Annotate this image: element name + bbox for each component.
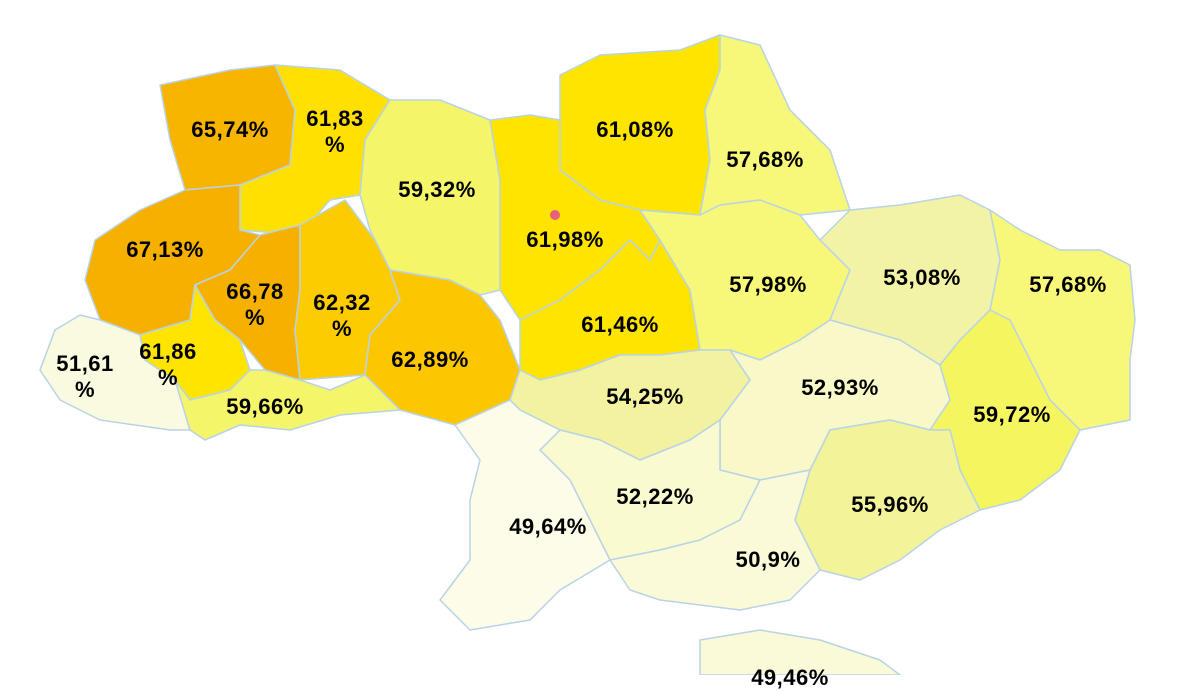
region-label: 61,46%: [581, 312, 659, 337]
region-label: 59,72%: [973, 402, 1051, 427]
regions: [39, 34, 1136, 675]
region-label: 67,13%: [126, 237, 204, 262]
region-label: 61,83 %: [306, 106, 364, 157]
region-label: 49,64%: [509, 514, 587, 539]
region-label: 57,98%: [729, 272, 807, 297]
region-label: 53,08%: [883, 265, 961, 290]
region-label: 52,22%: [616, 484, 694, 509]
region-label: 50,9%: [735, 547, 801, 572]
region: [439, 399, 611, 631]
region: [699, 629, 901, 675]
region-label: 61,86 %: [139, 339, 197, 390]
region-label: 65,74%: [191, 117, 269, 142]
region-label: 62,89%: [391, 347, 469, 372]
region-label: 59,32%: [398, 177, 476, 202]
region-label: 57,68%: [1029, 272, 1107, 297]
region-label: 61,98%: [526, 227, 604, 252]
capital-dot: [550, 210, 560, 220]
region-label: 62,32 %: [313, 290, 371, 341]
region: [174, 369, 401, 441]
region-label: 49,46%: [751, 665, 829, 690]
region-label: 59,66%: [226, 394, 304, 419]
region-label: 57,68%: [726, 147, 804, 172]
region-label: 61,08%: [596, 117, 674, 142]
region: [609, 469, 821, 611]
region-label: 54,25%: [606, 384, 684, 409]
map: [39, 34, 1136, 675]
region: [699, 34, 851, 216]
region-label: 52,93%: [801, 375, 879, 400]
region-label: 51,61 %: [56, 351, 114, 402]
page: {"regions": [ {"label": "65,74%", "color…: [39, 34, 1136, 690]
region-label: 66,78 %: [226, 279, 284, 330]
region-label: 55,96%: [851, 492, 929, 517]
